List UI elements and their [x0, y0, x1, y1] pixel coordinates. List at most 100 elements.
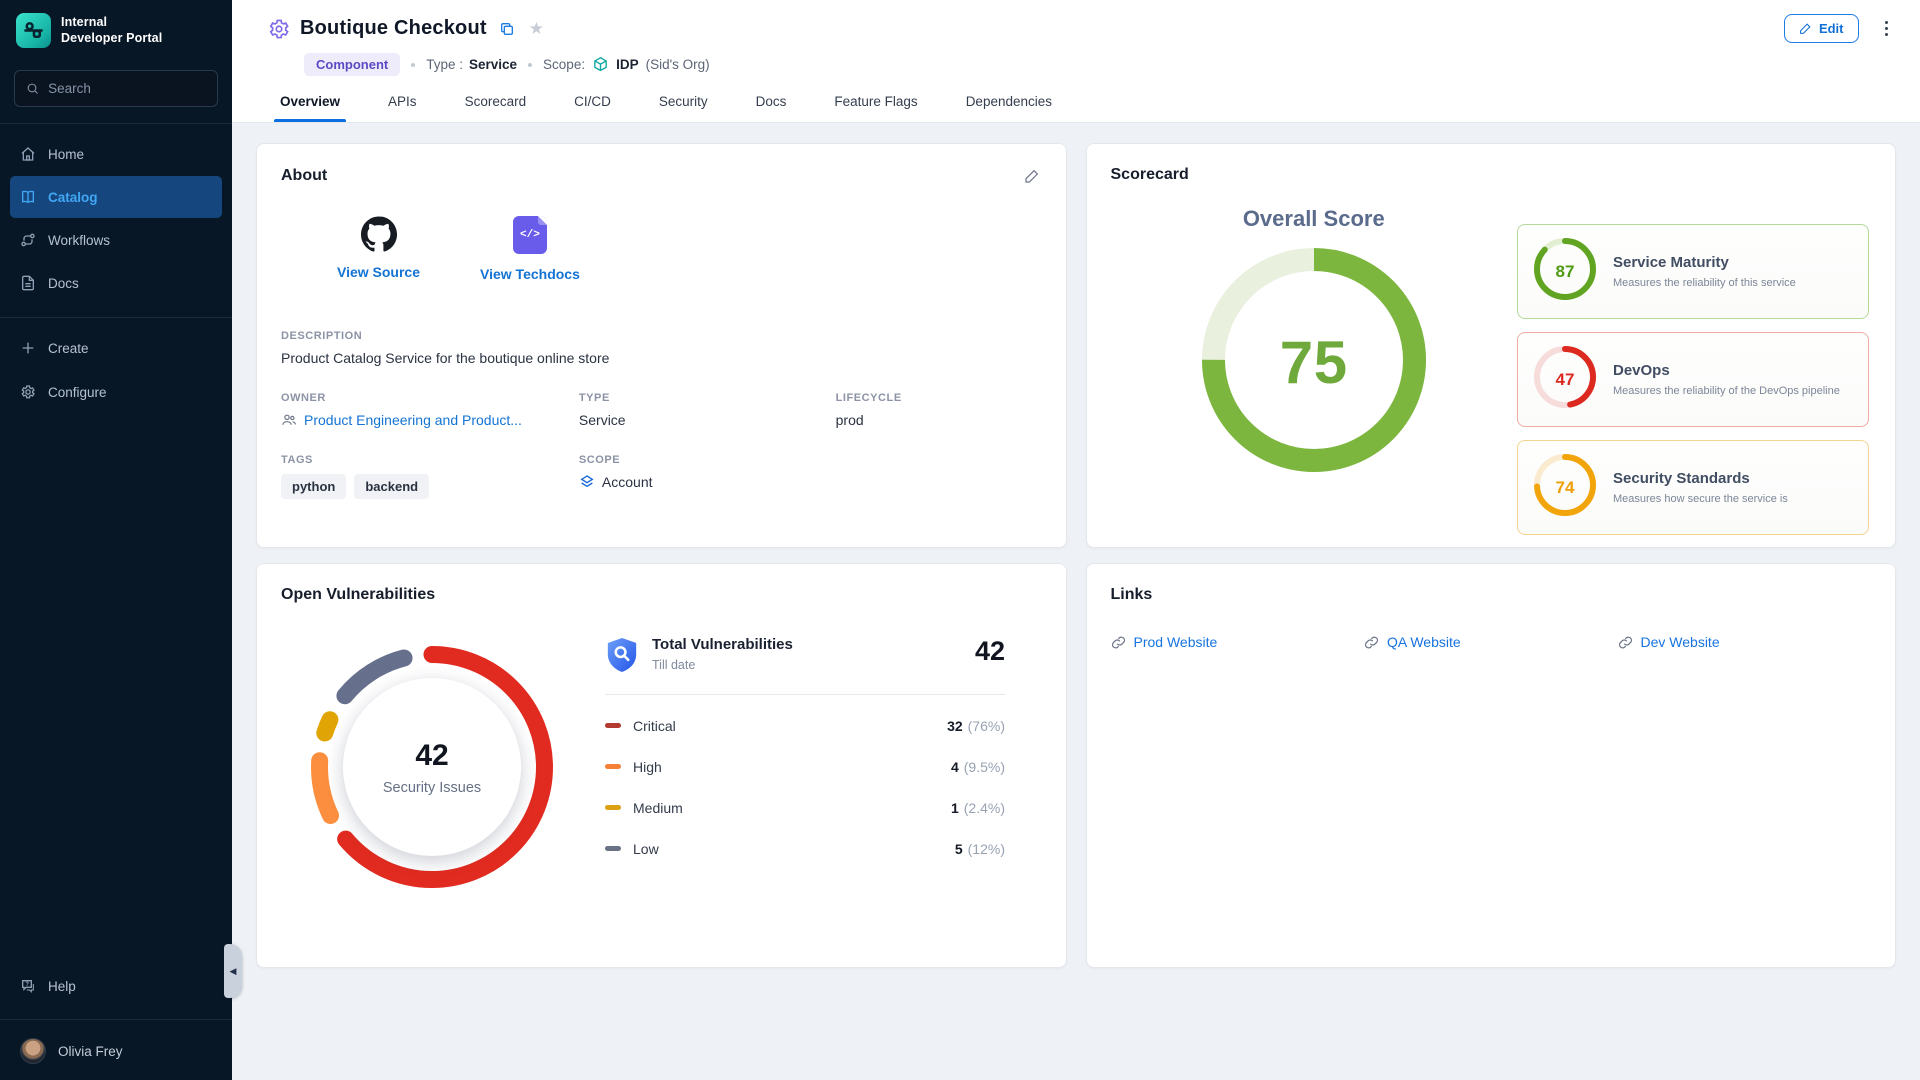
tab-overview[interactable]: Overview: [278, 90, 342, 122]
medium-dash-icon: [605, 805, 621, 810]
favorite-star-icon[interactable]: ★: [527, 18, 546, 39]
page-title: Boutique Checkout: [300, 17, 487, 40]
more-options-icon[interactable]: [1881, 17, 1893, 41]
sidebar-item-label: Create: [48, 341, 89, 356]
vulnerabilities-donut: 42 Security Issues: [307, 642, 557, 892]
overall-score-label: Overall Score: [1243, 206, 1385, 232]
sidebar-item-configure[interactable]: Configure: [10, 371, 222, 413]
score-desc: Measures how secure the service is: [1613, 493, 1788, 505]
sidebar-item-label: Help: [48, 979, 76, 994]
severity-pct: (2.4%): [964, 800, 1005, 816]
sidebar-collapse-handle[interactable]: ◀: [224, 944, 242, 998]
sidebar-item-help[interactable]: ? Help: [10, 965, 222, 1007]
view-techdocs-link[interactable]: </> View Techdocs: [480, 216, 580, 282]
score-card-security-standards[interactable]: 74 Security Standards Measures how secur…: [1517, 440, 1869, 535]
sidebar-item-docs[interactable]: Docs: [10, 262, 222, 304]
severity-label: High: [633, 759, 662, 775]
tab-docs[interactable]: Docs: [754, 90, 789, 122]
search-input[interactable]: [48, 81, 206, 96]
home-icon: [20, 146, 36, 162]
divider: [0, 1019, 232, 1020]
link-label: Dev Website: [1641, 634, 1720, 650]
tags-label: TAGS: [281, 454, 559, 466]
help-icon: ?: [20, 978, 36, 994]
score-title: DevOps: [1613, 362, 1840, 379]
group-icon: [281, 412, 297, 428]
copy-icon[interactable]: [497, 19, 517, 39]
owner-value: Product Engineering and Product...: [304, 412, 522, 428]
link-qa-website[interactable]: QA Website: [1364, 634, 1618, 650]
sidebar-item-create[interactable]: Create: [10, 327, 222, 369]
about-edit-pencil-icon[interactable]: [1022, 166, 1042, 186]
low-dash-icon: [605, 846, 621, 851]
tab-dependencies[interactable]: Dependencies: [964, 90, 1054, 122]
type-field-value: Service: [579, 412, 816, 428]
score-value: 74: [1556, 478, 1575, 498]
sidebar-nav: Home Catalog Workflows Docs: [0, 132, 232, 305]
severity-value: 4: [951, 759, 959, 775]
sidebar-item-workflows[interactable]: Workflows: [10, 219, 222, 261]
vuln-total-label: Security Issues: [383, 780, 481, 796]
tag-python[interactable]: python: [281, 474, 346, 499]
lifecycle-value: prod: [836, 412, 1042, 428]
dot-separator: [528, 63, 532, 67]
sidebar-item-catalog[interactable]: Catalog: [10, 176, 222, 218]
score-value: 47: [1556, 370, 1575, 390]
tab-security[interactable]: Security: [657, 90, 710, 122]
panel-title: Total Vulnerabilities: [652, 636, 793, 653]
brand-name: Internal Developer Portal: [61, 15, 162, 46]
sidebar-item-label: Home: [48, 147, 84, 162]
sidebar-item-home[interactable]: Home: [10, 133, 222, 175]
panel-subtitle: Till date: [652, 658, 793, 672]
lifecycle-label: LIFECYCLE: [836, 392, 1042, 404]
link-dev-website[interactable]: Dev Website: [1618, 634, 1872, 650]
tag-backend[interactable]: backend: [354, 474, 429, 499]
tab-apis[interactable]: APIs: [386, 90, 419, 122]
severity-label: Medium: [633, 800, 683, 816]
shield-search-icon: [605, 636, 639, 674]
score-desc: Measures the reliability of the DevOps p…: [1613, 385, 1840, 397]
sidebar-search[interactable]: [14, 70, 218, 107]
scorecard-title: Scorecard: [1111, 166, 1872, 184]
score-ring: 74: [1534, 454, 1596, 521]
owner-link[interactable]: Product Engineering and Product...: [281, 412, 559, 428]
sidebar-item-label: Workflows: [48, 233, 110, 248]
user-name: Olivia Frey: [58, 1044, 123, 1059]
description-value: Product Catalog Service for the boutique…: [281, 350, 1042, 366]
sidebar-item-label: Configure: [48, 385, 107, 400]
score-card-service-maturity[interactable]: 87 Service Maturity Measures the reliabi…: [1517, 224, 1869, 319]
severity-row-low: Low 5 (12%): [605, 828, 1005, 869]
view-source-label[interactable]: View Source: [337, 264, 420, 280]
vuln-total-value: 42: [415, 739, 448, 773]
divider: [0, 123, 232, 124]
view-techdocs-label[interactable]: View Techdocs: [480, 266, 580, 282]
tab-scorecard[interactable]: Scorecard: [463, 90, 529, 122]
user-menu[interactable]: Olivia Frey: [0, 1028, 232, 1066]
view-source-link[interactable]: View Source: [337, 216, 420, 282]
type-value: Service: [469, 57, 517, 72]
type-label: Type :: [426, 57, 463, 72]
sidebar-footer: ? Help Olivia Frey: [0, 964, 232, 1080]
tab-feature-flags[interactable]: Feature Flags: [832, 90, 919, 122]
scope-label: Scope:: [543, 57, 585, 72]
link-prod-website[interactable]: Prod Website: [1111, 634, 1365, 650]
edit-button[interactable]: Edit: [1784, 14, 1859, 43]
score-value: 87: [1556, 262, 1575, 282]
overall-score-value: 75: [1280, 328, 1348, 397]
content-grid: About View Source </> View Techdocs: [232, 123, 1920, 1080]
link-icon: [1111, 635, 1126, 650]
critical-dash-icon: [605, 723, 621, 728]
links-card: Links Prod Website QA Website Dev Websit…: [1086, 563, 1897, 968]
divider: [605, 694, 1005, 695]
severity-value: 1: [951, 800, 959, 816]
scope-value: IDP: [616, 57, 639, 72]
pencil-icon: [1799, 22, 1812, 35]
sidebar-item-label: Catalog: [48, 190, 98, 205]
vulnerabilities-card: Open Vulnerabilities 42 Security Issues: [256, 563, 1067, 968]
component-gear-icon: [268, 18, 290, 40]
score-card-devops[interactable]: 47 DevOps Measures the reliability of th…: [1517, 332, 1869, 427]
tab-cicd[interactable]: CI/CD: [572, 90, 613, 122]
sidebar-item-label: Docs: [48, 276, 79, 291]
severity-value: 32: [947, 718, 963, 734]
svg-text:?: ?: [25, 982, 29, 988]
